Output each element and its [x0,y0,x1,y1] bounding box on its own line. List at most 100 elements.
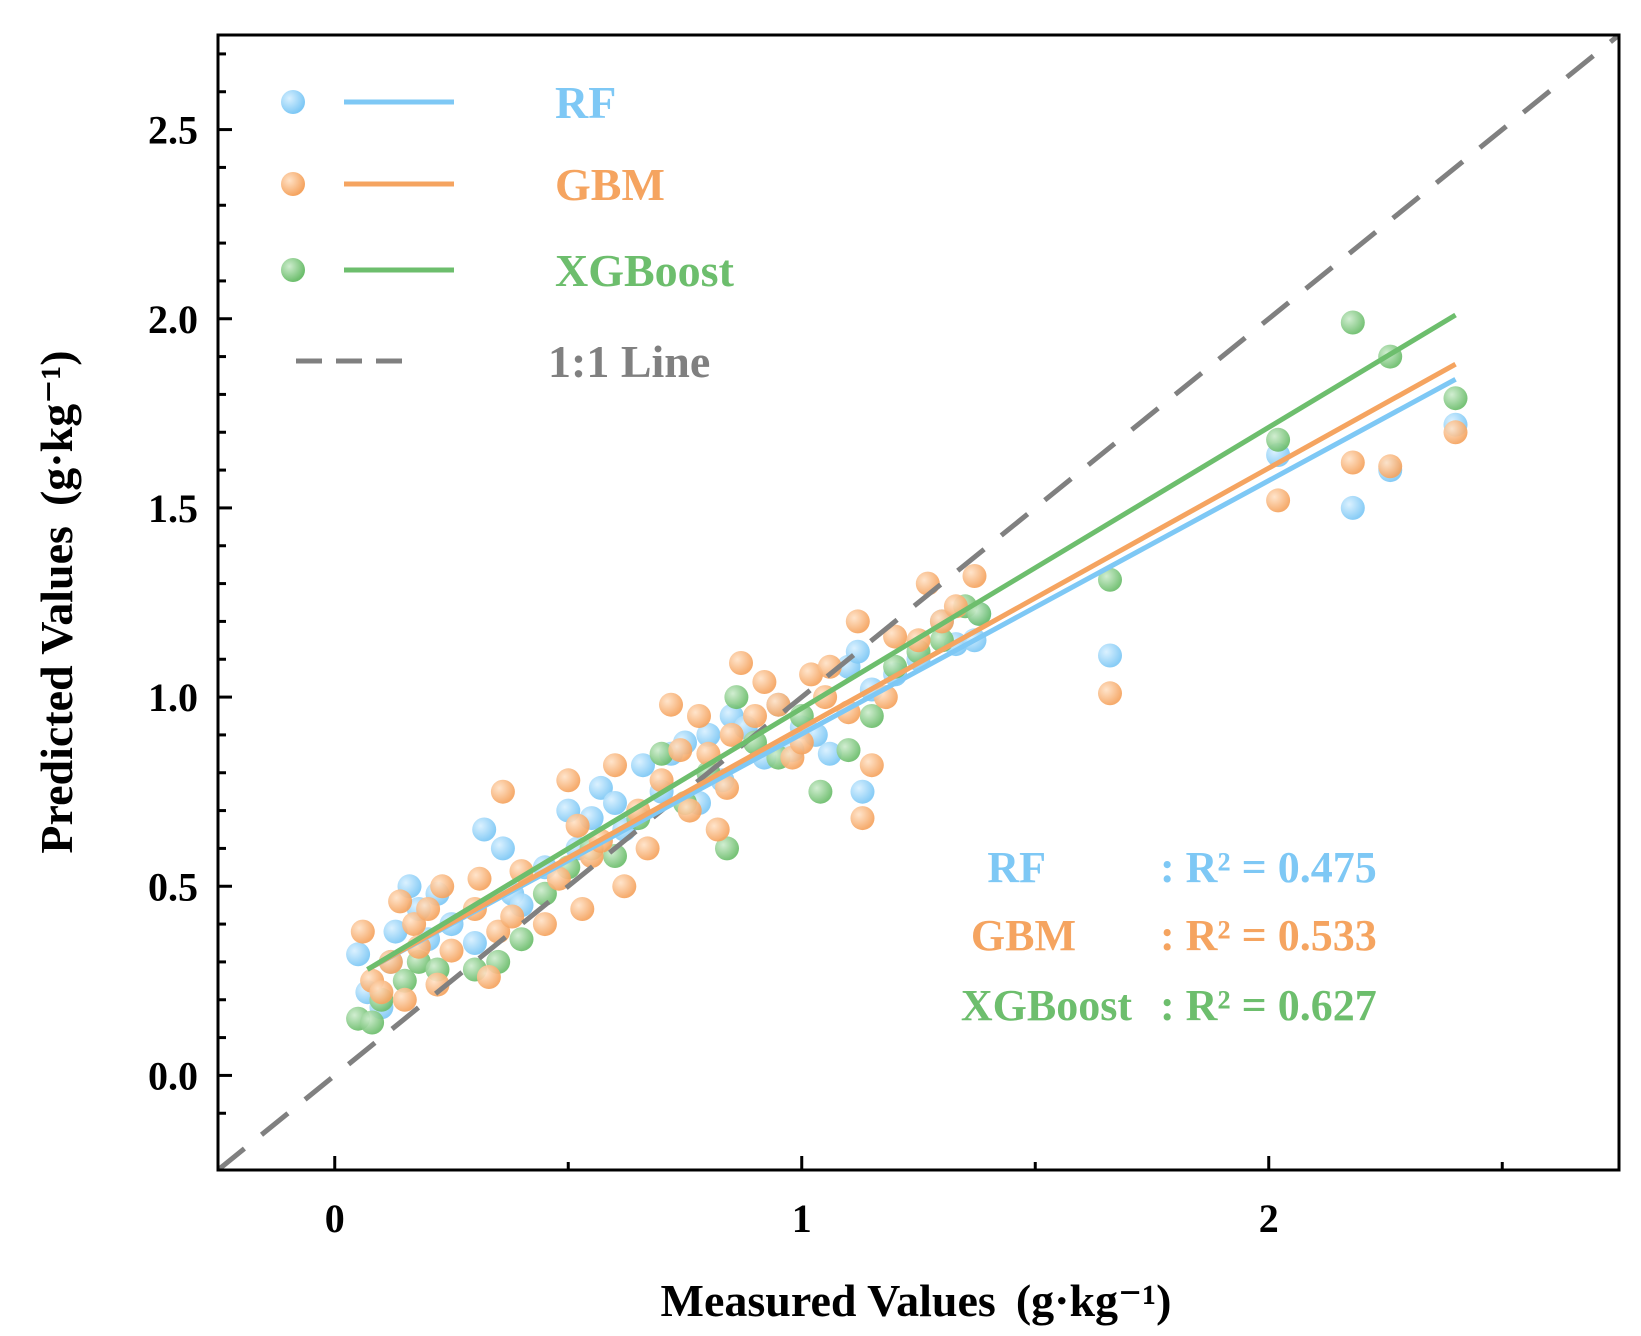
point-gbm-5 [392,987,417,1012]
point-rf-19 [588,775,613,800]
point-rf-12 [490,836,515,861]
point-gbm-38 [719,722,744,747]
point-xgboost-14 [649,741,674,766]
point-rf-49 [1340,495,1365,520]
point-xgboost-22 [808,779,833,804]
fit-line-gbm [366,361,1457,972]
point-xgboost-30 [1098,567,1122,592]
point-xgboost-8 [509,927,534,952]
y-tick-label: 1.5 [148,486,198,531]
y-tick-label: 1.0 [148,675,198,720]
point-gbm-6 [402,912,427,937]
point-rf-10 [462,931,487,955]
point-gbm-17 [500,904,525,929]
point-gbm-32 [668,738,693,763]
point-gbm-16 [490,779,515,804]
point-xgboost-12 [603,844,627,868]
point-gbm-41 [752,670,777,694]
point-rf-0 [346,942,371,967]
y-tick-label: 0.5 [148,864,198,909]
legend-rf-marker [281,90,305,114]
r2-annotations: RF : R² = 0.475 GBM : R² = 0.533 XGBoost… [961,843,1377,1030]
point-gbm-63 [1443,420,1468,445]
point-gbm-34 [687,704,711,728]
point-gbm-49 [845,609,870,634]
x-axis-title: Measured Values (g·kg⁻¹) [661,1275,1172,1326]
y-tick-label: 2.5 [148,108,198,153]
point-gbm-2 [369,980,394,1005]
point-gbm-59 [1098,681,1122,706]
point-xgboost-31 [1266,427,1291,452]
r2-gbm-value: : R² = 0.533 [1160,911,1377,960]
point-rf-20 [603,791,627,815]
legend-rf-label: RF [555,77,616,128]
point-xgboost-9 [532,881,557,906]
r2-xgboost-value: : R² = 0.627 [1160,981,1377,1030]
x-axis-unit: (g·kg⁻¹) [1016,1275,1172,1326]
point-xgboost-34 [1443,386,1468,411]
point-gbm-22 [565,813,590,838]
x-axis-label: Measured Values [661,1275,996,1326]
point-gbm-18 [509,859,534,884]
point-rf-4 [383,919,408,944]
point-gbm-39 [729,651,753,675]
point-gbm-11 [439,938,464,963]
point-rf-36 [817,741,842,766]
point-gbm-13 [467,866,492,891]
point-gbm-50 [850,806,875,831]
point-xgboost-24 [859,704,884,728]
point-xgboost-18 [724,685,749,710]
y-tick-label: 2.0 [148,297,198,342]
legend-identity-label: 1:1 Line [548,336,710,387]
r2-rf-value: : R² = 0.475 [1160,843,1377,892]
point-xgboost-3 [392,968,417,993]
point-gbm-14 [476,965,501,989]
point-gbm-51 [859,753,884,778]
point-gbm-36 [705,817,730,842]
point-gbm-61 [1340,450,1365,475]
point-gbm-58 [962,564,987,588]
point-gbm-4 [388,889,413,914]
r2-gbm-name: GBM [971,911,1076,960]
point-xgboost-17 [715,836,739,861]
point-gbm-47 [817,654,842,679]
point-gbm-37 [715,775,739,800]
plot-frame [216,33,1621,1172]
fit-lines [218,35,1619,1170]
legend: RF GBM XGBoost 1:1 Line [281,77,735,387]
point-gbm-20 [546,866,571,891]
r2-rf-name: RF [987,843,1046,892]
point-gbm-8 [416,897,441,921]
point-xgboost-1 [360,1010,385,1035]
fit-line-xgboost [366,312,1457,972]
point-gbm-29 [635,836,660,861]
point-rf-11 [472,817,497,842]
point-xgboost-32 [1340,310,1365,335]
point-rf-27 [696,722,721,747]
r2-xgboost-name: XGBoost [961,981,1132,1030]
point-gbm-0 [350,919,375,944]
x-tick-label: 2 [1259,1196,1279,1241]
y-axis-label: Predicted Values [31,526,82,854]
point-gbm-45 [799,662,824,687]
point-rf-22 [631,753,655,778]
x-tick-label: 0 [325,1196,345,1241]
identity-line [218,35,1619,1170]
y-axis-unit: (g·kg⁻¹) [31,350,82,506]
point-rf-39 [850,779,875,804]
point-gbm-23 [570,897,595,921]
legend-xgboost-label: XGBoost [555,245,735,296]
point-xgboost-23 [836,738,861,763]
point-gbm-10 [430,874,455,899]
point-gbm-53 [883,624,908,649]
legend-xgboost-marker [281,258,305,282]
point-gbm-19 [532,912,557,937]
axes: 0 1 2 0.0 0.5 1.0 1.5 2.0 2.5 [148,52,1504,1241]
point-gbm-60 [1266,488,1291,513]
point-gbm-31 [659,692,683,717]
y-axis-title: Predicted Values (g·kg⁻¹) [31,350,82,853]
point-gbm-9 [425,972,450,997]
legend-gbm-marker [281,172,305,196]
point-gbm-62 [1378,454,1403,479]
